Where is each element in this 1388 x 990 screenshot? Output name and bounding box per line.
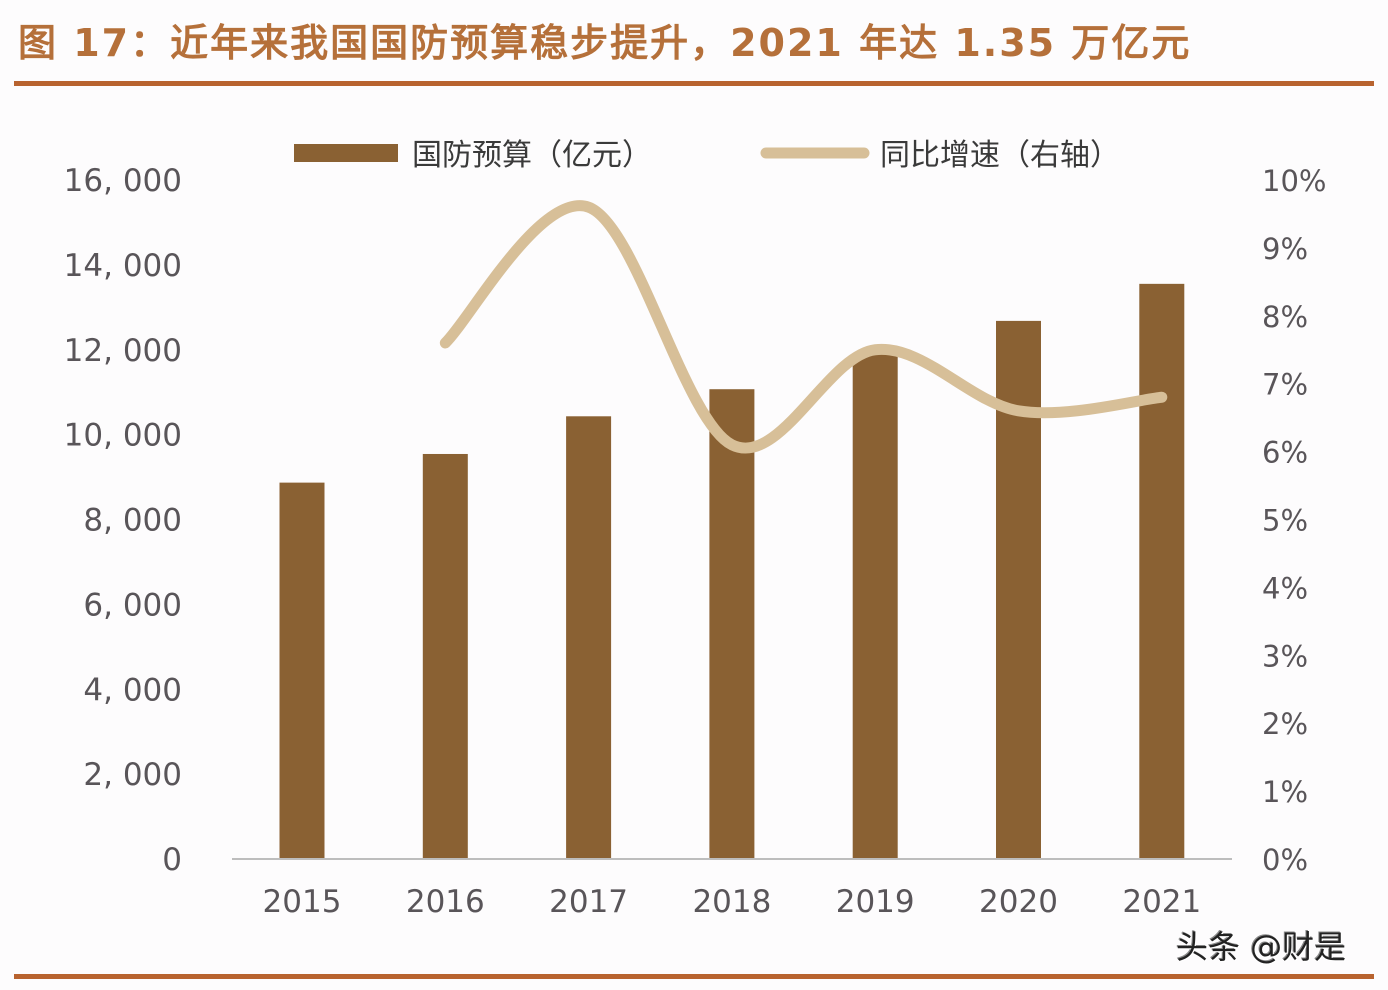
bottom-divider (14, 974, 1374, 979)
left-axis-tick: 12, 000 (64, 333, 182, 369)
x-axis-label: 2019 (836, 884, 915, 920)
right-axis-tick: 4% (1262, 571, 1308, 605)
right-axis-tick: 10% (1262, 164, 1326, 198)
right-axis-tick: 1% (1262, 775, 1308, 809)
right-axis: 0% 1% 2% 3% 4% 5% 6% 7% 8% 9% 10% (1262, 164, 1326, 877)
bar-2017 (566, 416, 612, 859)
right-axis-tick: 9% (1262, 232, 1308, 266)
watermark: 头条 @财是 (1176, 928, 1347, 966)
bar-2019 (852, 354, 898, 859)
left-axis-tick: 10, 000 (64, 418, 182, 454)
x-axis-labels: 2015 2016 2017 2018 2019 2020 2021 (263, 884, 1202, 920)
x-axis-label: 2016 (406, 884, 485, 920)
legend: 国防预算（亿元） 同比增速（右轴） (294, 138, 1120, 173)
x-axis-label: 2021 (1122, 884, 1201, 920)
right-axis-tick: 8% (1262, 300, 1308, 334)
page-title: 图 17：近年来我国国防预算稳步提升，2021 年达 1.35 万亿元 (18, 21, 1192, 65)
top-divider (14, 81, 1374, 86)
right-axis-tick: 3% (1262, 639, 1308, 673)
bar-2018 (709, 389, 755, 859)
left-axis-tick: 8, 000 (83, 503, 182, 539)
right-axis-tick: 2% (1262, 707, 1308, 741)
bar-series (279, 283, 1185, 860)
x-axis-label: 2015 (263, 884, 342, 920)
legend-line-label: 同比增速（右轴） (880, 138, 1120, 173)
right-axis-tick: 6% (1262, 436, 1308, 470)
left-axis-tick: 16, 000 (64, 163, 182, 199)
bar-2021 (1139, 283, 1185, 859)
x-axis-label: 2018 (692, 884, 771, 920)
bar-2015 (279, 482, 325, 859)
legend-bar-swatch (294, 144, 398, 162)
right-axis-tick: 7% (1262, 368, 1308, 402)
left-axis: 0 2, 000 4, 000 6, 000 8, 000 10, 000 12, 000 1… (64, 163, 182, 878)
x-axis-label: 2020 (979, 884, 1058, 920)
right-axis-tick: 5% (1262, 504, 1308, 538)
left-axis-tick: 0 (162, 842, 182, 878)
bar-2016 (422, 453, 468, 859)
left-axis-tick: 2, 000 (83, 757, 182, 793)
left-axis-tick: 14, 000 (64, 248, 182, 284)
growth-line (439, 200, 1168, 454)
left-axis-tick: 4, 000 (83, 672, 182, 708)
x-axis-label: 2017 (549, 884, 628, 920)
right-axis-tick: 0% (1262, 843, 1308, 877)
legend-bar-label: 国防预算（亿元） (412, 138, 652, 173)
left-axis-tick: 6, 000 (83, 587, 182, 623)
